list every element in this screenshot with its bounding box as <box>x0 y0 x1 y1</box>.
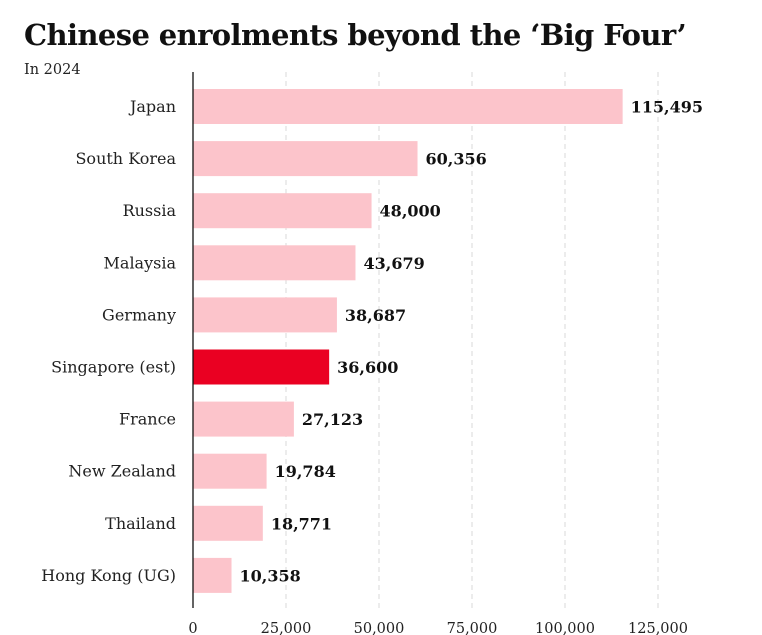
bar <box>193 505 263 541</box>
bar <box>193 89 623 124</box>
value-label: 18,771 <box>271 514 332 533</box>
value-label: 27,123 <box>302 410 363 429</box>
x-tick-label: 0 <box>188 621 197 635</box>
bar <box>193 453 267 489</box>
chart-title: Chinese enrolments beyond the ‘Big Four’ <box>24 18 687 52</box>
value-label: 19,784 <box>275 462 336 481</box>
category-label: France <box>119 410 176 429</box>
category-label: Germany <box>102 305 176 324</box>
x-tick-label: 125,000 <box>628 621 688 635</box>
value-label: 10,358 <box>240 566 301 585</box>
value-label: 38,687 <box>345 306 406 325</box>
bars <box>193 89 623 593</box>
category-label: New Zealand <box>68 462 176 481</box>
category-label: Russia <box>123 201 177 220</box>
value-label: 60,356 <box>426 150 487 169</box>
category-label: Thailand <box>105 514 176 533</box>
bar <box>193 557 232 593</box>
bar-highlight <box>193 349 330 385</box>
value-label: 115,495 <box>631 98 703 117</box>
category-label: Japan <box>128 97 176 116</box>
value-label: 43,679 <box>363 254 424 273</box>
bar <box>193 401 294 437</box>
value-label: 48,000 <box>380 202 441 221</box>
bar <box>193 141 418 177</box>
labels: Japan 115,495 South Korea 60,356 Russia 48,00… <box>41 97 703 585</box>
x-tick-label: 25,000 <box>261 621 312 635</box>
value-label: 36,600 <box>337 358 398 377</box>
category-label: South Korea <box>75 149 176 168</box>
chart-subtitle: In 2024 <box>24 62 81 78</box>
bar <box>193 245 356 281</box>
x-tick-label: 50,000 <box>354 621 405 635</box>
bar <box>193 297 337 333</box>
category-label: Singapore (est) <box>51 358 176 377</box>
axes: 0 25,000 50,000 75,000 100,000 125,000 <box>188 72 688 635</box>
category-label: Malaysia <box>104 253 177 272</box>
category-label: Hong Kong (UG) <box>41 566 176 585</box>
x-tick-label: 75,000 <box>447 621 498 635</box>
x-tick-label: 100,000 <box>535 621 595 635</box>
bar <box>193 193 372 229</box>
